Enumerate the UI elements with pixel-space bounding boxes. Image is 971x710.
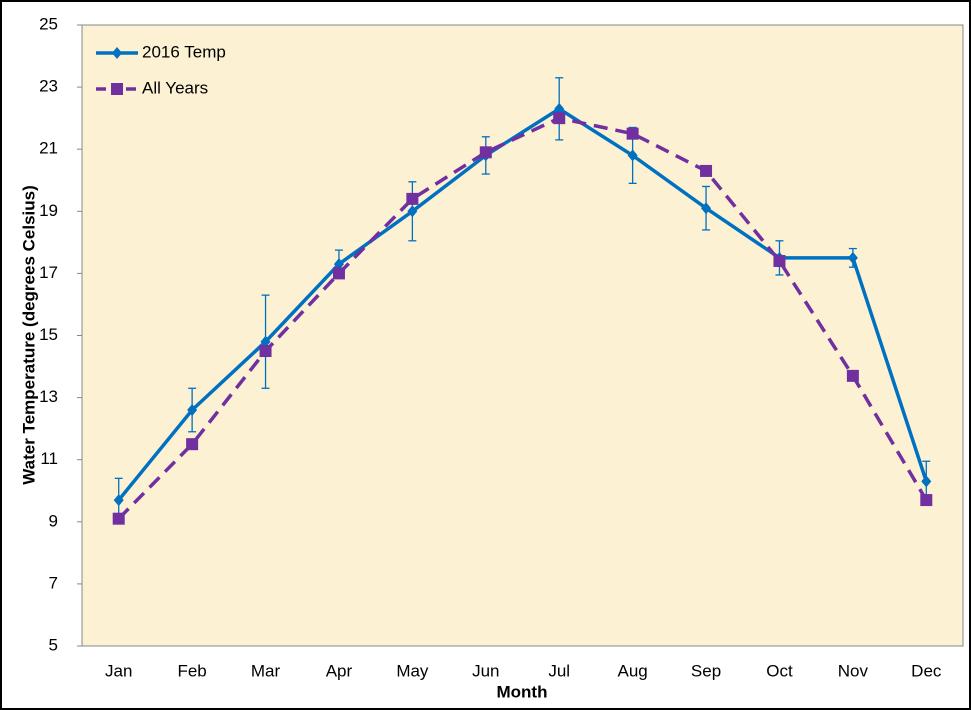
data-point (333, 258, 344, 271)
data-point (112, 512, 125, 525)
y-tick-label: 21 (39, 139, 58, 158)
data-point (260, 335, 271, 348)
data-point (847, 251, 858, 264)
data-point (920, 494, 933, 507)
y-tick-label: 17 (39, 263, 58, 282)
series-line (117, 106, 928, 502)
data-point (553, 112, 566, 125)
x-tick-label: Dec (911, 661, 942, 680)
data-point (406, 192, 419, 205)
data-point (700, 164, 713, 177)
x-tick-label: Jan (105, 661, 132, 680)
x-tick-label: Apr (326, 661, 353, 680)
legend-marker (112, 47, 122, 59)
data-point (186, 438, 199, 451)
legend-label: 2016 Temp (142, 42, 226, 61)
x-tick-label: May (396, 661, 429, 680)
data-point (627, 149, 638, 162)
series-line (117, 116, 928, 520)
data-point (479, 146, 492, 159)
x-tick-label: Jun (472, 661, 499, 680)
x-tick-label: Sep (691, 661, 721, 680)
y-axis-label: Water Temperature (degrees Celsius) (19, 185, 38, 484)
y-tick-label: 13 (39, 387, 58, 406)
x-tick-label: Jul (548, 661, 570, 680)
data-point (259, 345, 272, 358)
data-point (554, 102, 565, 115)
y-tick-label: 19 (39, 201, 58, 220)
legend-marker (111, 83, 123, 95)
legend-label: All Years (142, 78, 208, 97)
data-point (701, 202, 712, 215)
y-tick-label: 23 (39, 77, 58, 96)
data-point (773, 254, 786, 267)
x-tick-label: Nov (838, 661, 869, 680)
y-tick-label: 7 (49, 573, 58, 592)
y-tick-label: 25 (39, 14, 58, 33)
data-point (187, 404, 198, 417)
data-point (407, 205, 418, 218)
data-point (846, 369, 859, 382)
y-tick-label: 5 (49, 635, 58, 654)
y-tick-label: 15 (39, 325, 58, 344)
data-point (921, 475, 932, 488)
x-tick-label: Mar (251, 661, 281, 680)
x-tick-label: Aug (618, 661, 648, 680)
data-point (332, 267, 345, 280)
x-tick-label: Oct (766, 661, 793, 680)
data-point (113, 494, 124, 507)
y-tick-label: 11 (40, 449, 58, 468)
x-axis-label: Month (497, 682, 548, 701)
plot-area (81, 24, 964, 647)
y-tick-label: 9 (49, 511, 58, 530)
x-tick-label: Feb (177, 661, 206, 680)
data-point (626, 127, 639, 140)
